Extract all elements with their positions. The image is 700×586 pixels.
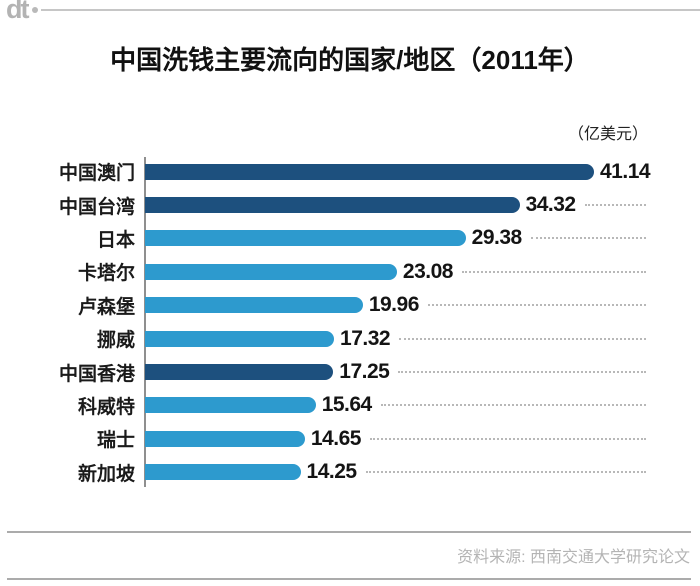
- category-label: 瑞士: [96, 430, 135, 452]
- category-label: 中国台湾: [58, 196, 135, 218]
- bar-row: 卡塔尔 23.08: [0, 255, 648, 288]
- value-label: 17.25: [339, 360, 390, 384]
- bar-zone: 14.25: [145, 460, 648, 484]
- bar-zone: 14.65: [145, 427, 648, 451]
- header-dot-icon: [32, 7, 38, 13]
- leader-line: [584, 204, 646, 207]
- bar-zone: 29.38: [145, 226, 648, 250]
- bar-zone: 17.25: [145, 360, 648, 384]
- bar-row: 中国香港 17.25: [0, 355, 648, 388]
- category-label: 挪威: [96, 330, 135, 352]
- category-label: 新加坡: [77, 463, 135, 485]
- bar: [145, 464, 301, 481]
- bar: [145, 430, 305, 447]
- category-label: 卢森堡: [77, 296, 135, 318]
- leader-line: [461, 270, 646, 273]
- chart-title: 中国洗钱主要流向的国家/地区（2011年）: [110, 45, 590, 75]
- value-label: 34.32: [525, 193, 577, 217]
- bar-row: 新加坡 14.25: [0, 456, 648, 489]
- bar-zone: 41.14: [145, 159, 651, 184]
- leader-line: [399, 337, 646, 340]
- bar-zone: 17.32: [145, 327, 648, 351]
- bar-zone: 15.64: [145, 393, 648, 417]
- header-rule: [41, 9, 700, 11]
- bar: [145, 230, 466, 247]
- dt-logo: dt: [6, 0, 30, 24]
- bar: [145, 330, 335, 347]
- bar-row: 日本 29.38: [0, 222, 648, 255]
- value-label: 15.64: [321, 393, 373, 417]
- bar: [145, 297, 363, 314]
- bar-row: 卢森堡 19.96: [0, 289, 648, 322]
- value-label: 29.38: [471, 226, 523, 250]
- leader-line: [380, 404, 646, 407]
- bar: [145, 263, 397, 280]
- bar: [145, 364, 334, 381]
- bar-zone: 34.32: [145, 193, 648, 217]
- bar: [145, 397, 316, 414]
- bar-row: 中国澳门 41.14: [0, 155, 651, 188]
- footer-top-rule: [7, 531, 691, 533]
- category-label: 日本: [96, 229, 135, 251]
- bar-chart: 中国澳门 41.14 中国台湾 34.32 日本 29.38 卡塔尔 23.08…: [0, 155, 651, 489]
- value-label: 41.14: [600, 159, 651, 183]
- bar-row: 科威特 15.64: [0, 389, 648, 422]
- leader-line: [365, 471, 646, 474]
- category-label: 中国澳门: [58, 163, 135, 185]
- leader-line: [530, 237, 646, 240]
- bar-row: 中国台湾 34.32: [0, 188, 648, 221]
- bar: [145, 163, 594, 180]
- category-label: 中国香港: [58, 363, 135, 385]
- value-label: 17.32: [340, 326, 391, 350]
- value-label: 14.25: [306, 460, 358, 484]
- leader-line: [427, 304, 646, 307]
- bar-zone: 19.96: [145, 293, 648, 317]
- value-label: 23.08: [402, 259, 454, 283]
- footer-bottom-rule: [7, 578, 691, 580]
- leader-line: [398, 371, 646, 374]
- unit-label: （亿美元）: [567, 126, 648, 143]
- bar-row: 挪威 17.32: [0, 322, 648, 355]
- y-axis-line: [144, 157, 146, 487]
- leader-line: [369, 437, 646, 440]
- bar-zone: 23.08: [145, 260, 648, 284]
- category-label: 科威特: [77, 396, 135, 418]
- value-label: 19.96: [368, 293, 420, 317]
- bar: [145, 197, 520, 214]
- source-label: 资料来源: 西南交通大学研究论文: [457, 549, 690, 566]
- category-label: 卡塔尔: [77, 263, 135, 285]
- value-label: 14.65: [310, 426, 362, 450]
- bar-row: 瑞士 14.65: [0, 422, 648, 455]
